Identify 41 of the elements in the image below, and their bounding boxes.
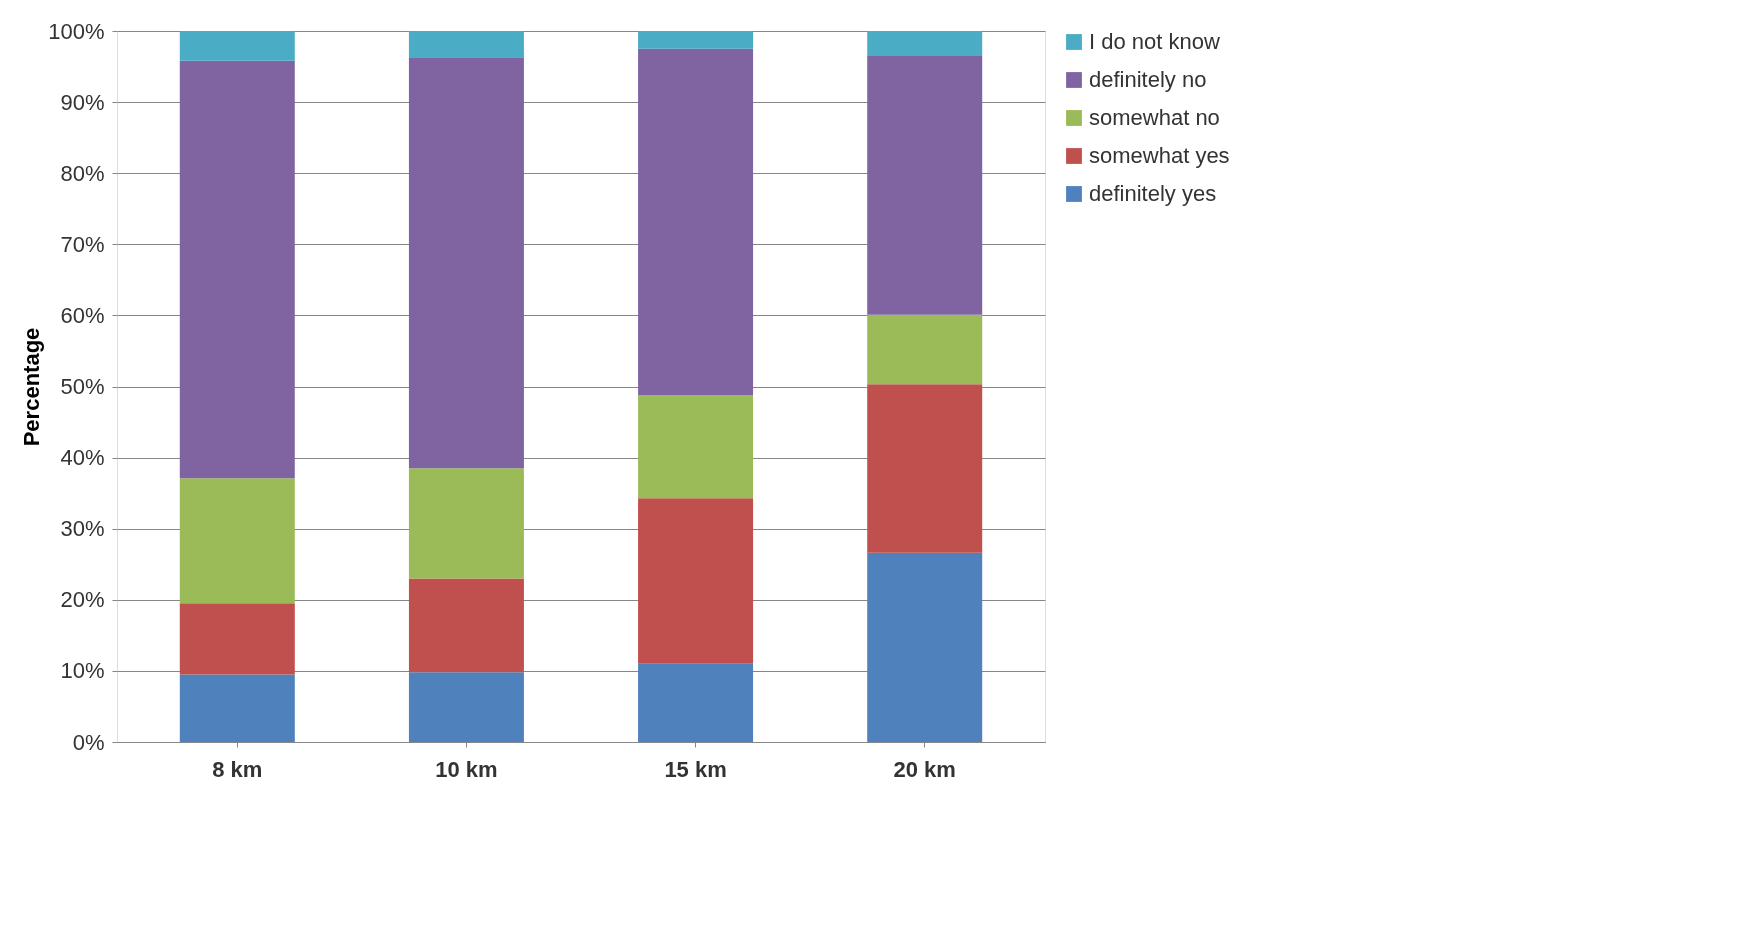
x-tick-label: 8 km <box>212 756 263 782</box>
legend-label: somewhat yes <box>1089 143 1230 168</box>
legend-label: somewhat no <box>1089 105 1220 130</box>
bar <box>638 395 754 499</box>
bar <box>179 478 295 604</box>
y-tick-label: 30% <box>60 516 105 542</box>
bar <box>638 498 754 664</box>
bar <box>867 55 983 315</box>
bar <box>408 468 524 579</box>
bar <box>179 31 295 61</box>
bar <box>179 674 295 742</box>
bar <box>867 31 983 56</box>
bar <box>638 31 754 49</box>
x-tick-label: 20 km <box>893 756 956 782</box>
bar <box>408 57 524 469</box>
bar <box>408 672 524 742</box>
legend-label: I do not know <box>1089 29 1220 54</box>
bar <box>408 31 524 58</box>
legend-label: definitely yes <box>1089 181 1217 206</box>
y-tick-label: 100% <box>48 18 105 44</box>
x-tick-label: 15 km <box>664 756 727 782</box>
bar <box>638 663 754 742</box>
bar <box>408 578 524 673</box>
legend-label: definitely no <box>1089 67 1207 92</box>
bar <box>638 48 754 396</box>
y-tick-label: 20% <box>60 587 105 613</box>
y-tick-label: 10% <box>60 658 105 684</box>
y-tick-label: 80% <box>60 160 105 186</box>
bar <box>179 60 295 479</box>
bar <box>867 384 983 553</box>
y-tick-label: 90% <box>60 89 105 115</box>
bar <box>179 603 295 675</box>
y-tick-label: 70% <box>60 231 105 257</box>
bar <box>867 552 983 742</box>
y-tick-label: 60% <box>60 302 105 328</box>
y-axis-title: Percentage <box>19 327 45 447</box>
y-tick-label: 50% <box>60 374 105 399</box>
y-tick-label: 0% <box>72 729 105 755</box>
bar <box>867 314 983 385</box>
x-tick-label: 10 km <box>435 756 498 782</box>
y-tick-label: 40% <box>60 445 105 471</box>
